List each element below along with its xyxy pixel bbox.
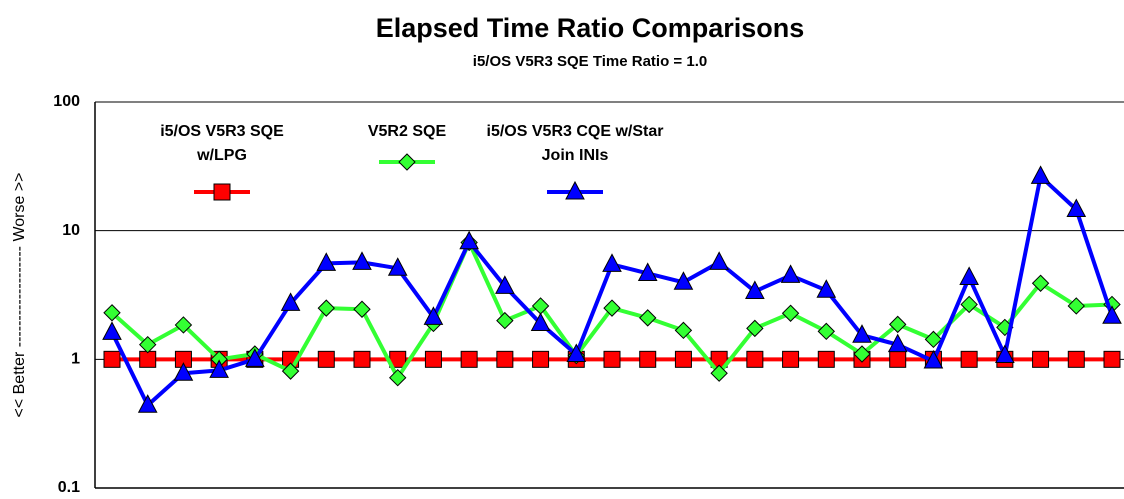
data-point: [959, 266, 979, 285]
data-point: [924, 330, 943, 349]
data-point: [674, 321, 693, 340]
data-point: [817, 350, 835, 368]
data-point: [1067, 297, 1085, 315]
data-point: [460, 350, 478, 368]
data-point: [316, 252, 337, 271]
y-tick-label: 100: [53, 93, 80, 110]
data-point: [317, 350, 335, 368]
chart-subtitle: i5/OS V5R3 SQE Time Ratio = 1.0: [473, 53, 707, 70]
data-point: [745, 280, 765, 299]
data-point: [532, 350, 550, 368]
data-point: [817, 322, 835, 341]
legend-marker: [398, 153, 416, 171]
data-point: [1032, 350, 1050, 368]
data-point: [530, 312, 551, 331]
data-point: [495, 275, 515, 294]
legend-label: i5/OS V5R3 SQE w/LPG: [160, 123, 284, 164]
data-point: [637, 262, 658, 281]
data-point: [603, 350, 621, 368]
data-point: [353, 350, 371, 368]
data-point: [317, 299, 335, 317]
data-point: [1066, 198, 1087, 218]
data-point: [173, 362, 194, 381]
chart-title: Elapsed Time Ratio Comparisons: [376, 13, 805, 43]
legend-label: i5/OS V5R3 CQE w/Star Join INIs: [486, 123, 664, 164]
data-point: [639, 350, 657, 368]
data-point: [639, 309, 657, 327]
data-point: [923, 349, 944, 369]
data-point: [389, 368, 407, 387]
data-point: [853, 345, 871, 363]
data-point: [674, 350, 692, 368]
data-point: [352, 251, 372, 270]
series-line: [110, 174, 1114, 408]
data-point: [710, 364, 728, 382]
data-point: [746, 319, 764, 338]
data-point: [1102, 305, 1122, 324]
data-point: [245, 348, 265, 367]
data-point: [496, 311, 514, 330]
data-point: [424, 350, 442, 368]
y-axis-label: << Better ------------------- Worse >>: [11, 172, 28, 417]
data-point: [889, 315, 907, 334]
data-point: [103, 304, 121, 322]
y-tick-label: 1: [71, 351, 80, 368]
data-point: [780, 264, 801, 283]
data-point: [139, 350, 157, 368]
data-point: [1103, 350, 1121, 368]
data-point: [709, 251, 729, 270]
data-point: [889, 350, 907, 368]
data-point: [423, 306, 444, 325]
data-point: [782, 350, 800, 368]
data-point: [1067, 350, 1085, 368]
data-point: [280, 292, 301, 311]
y-tick-label: 0.1: [58, 479, 80, 496]
data-point: [174, 316, 193, 334]
data-point: [673, 271, 694, 290]
y-tick-label: 10: [62, 222, 80, 239]
data-point: [887, 333, 908, 353]
data-point: [602, 253, 622, 272]
data-point: [566, 343, 587, 363]
data-point: [960, 295, 978, 314]
data-point: [102, 321, 122, 340]
data-point: [1031, 274, 1050, 292]
data-point: [603, 299, 621, 317]
data-point: [139, 335, 157, 354]
legend-marker: [213, 183, 231, 201]
data-point: [281, 362, 300, 380]
data-point: [781, 304, 800, 322]
data-point: [995, 344, 1015, 364]
data-point: [852, 324, 872, 343]
legend-marker: [565, 180, 585, 200]
data-point: [459, 230, 479, 250]
data-point: [137, 394, 158, 413]
data-point: [353, 300, 371, 318]
data-point: [816, 279, 837, 298]
legend-label: V5R2 SQE: [367, 123, 447, 140]
data-point: [209, 359, 229, 378]
data-point: [1030, 165, 1051, 184]
data-point: [387, 257, 408, 276]
data-point: [496, 350, 514, 368]
data-point: [103, 350, 121, 368]
data-point: [960, 350, 978, 368]
data-point: [746, 350, 764, 368]
